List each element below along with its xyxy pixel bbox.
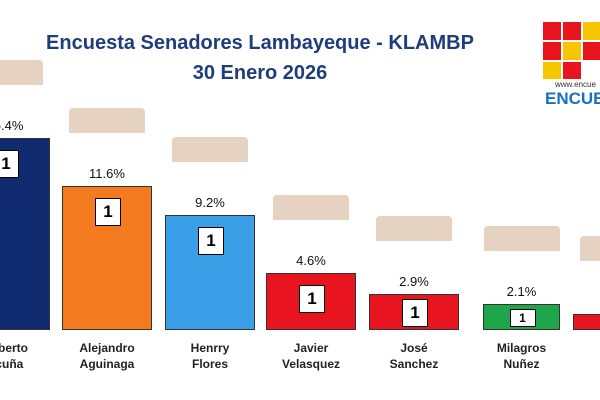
chart-title: Encuesta Senadores Lambayeque - KLAMBP (46, 32, 474, 54)
photo (0, 60, 43, 117)
ballot-number: 1 (299, 284, 325, 313)
x-tick-label: Roberto Acuña (0, 341, 28, 371)
ballot-number: 1 (509, 308, 536, 327)
chart-subtitle: 30 Enero 2026 (192, 62, 328, 84)
x-tick-label: Milagros Nuñez (496, 341, 547, 371)
photo (483, 225, 560, 282)
ballot-number: 1 (95, 197, 121, 226)
logo (543, 22, 600, 80)
value-label: 9.2% (195, 195, 225, 211)
photo (376, 215, 452, 272)
x-tick-label: José Sanchez (389, 341, 439, 371)
photo (69, 107, 145, 164)
value-label: 11.6% (89, 165, 125, 181)
x-tick-label: Javier Velasquez (281, 341, 341, 371)
value-label: 2.1% (506, 283, 537, 299)
ballot-number: 1 (0, 150, 19, 179)
value-label: 2.9% (399, 273, 429, 289)
x-tick-label: Henrry Flores (190, 341, 230, 371)
bar (573, 313, 600, 330)
photo (273, 194, 349, 251)
bar (266, 272, 356, 330)
logo-text: ENCUE (545, 89, 600, 108)
ballot-number: 1 (402, 298, 428, 327)
value-label: 4.6% (296, 252, 326, 268)
x-tick-label: Alejandro Aguinaga (79, 341, 135, 371)
ballot-number: 1 (198, 227, 224, 256)
logo-url: www.encue (555, 80, 596, 89)
photo (172, 137, 248, 194)
photo (580, 235, 600, 292)
value-label: 15.4% (0, 118, 24, 134)
